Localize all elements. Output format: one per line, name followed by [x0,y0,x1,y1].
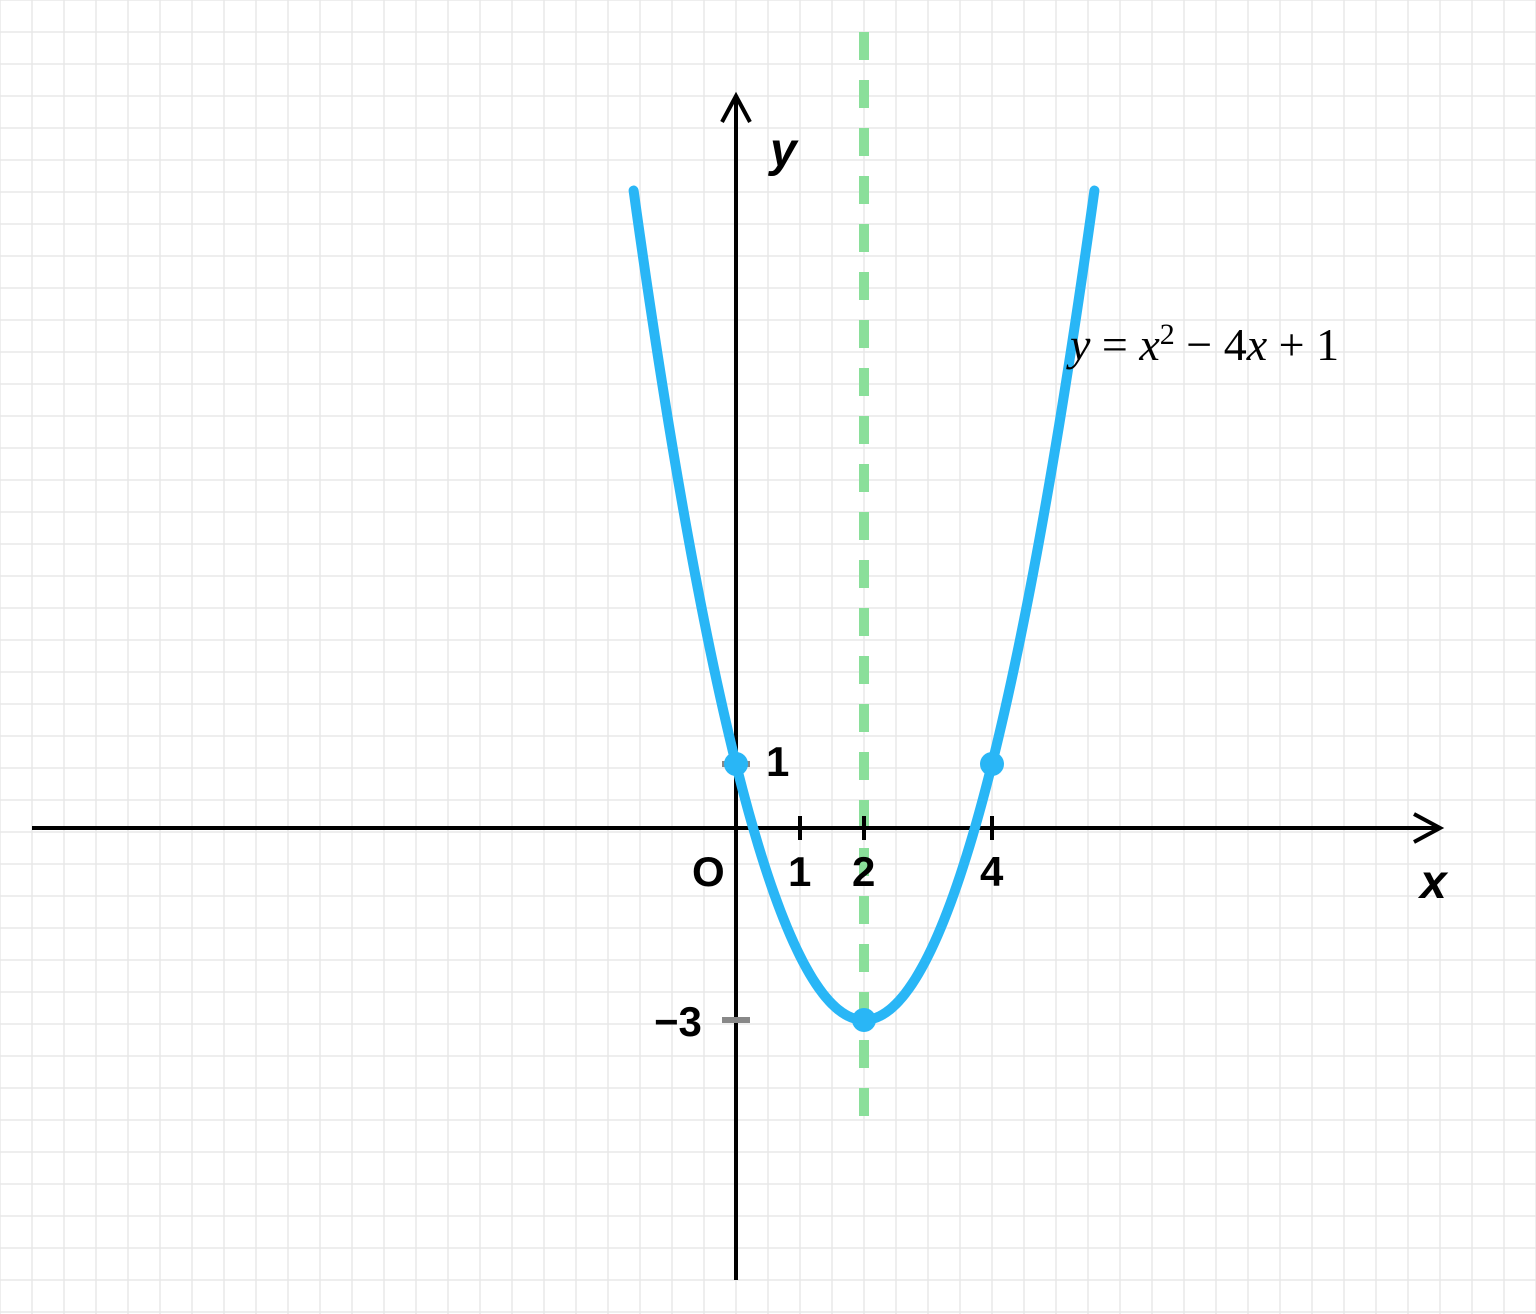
origin-label: O [692,848,725,895]
chart-svg: yxO1241−3y = x2 − 4x + 1 [0,0,1536,1314]
x-tick-label: 4 [980,848,1004,895]
equation-label: y = x2 − 4x + 1 [1066,318,1339,370]
grid-layer [0,0,1536,1314]
y-tick-label-neg3: −3 [654,998,702,1045]
x-tick-label: 1 [788,848,811,895]
parabola-chart: yxO1241−3y = x2 − 4x + 1 [0,0,1536,1314]
x-axis-label: x [1417,856,1449,909]
axes-layer [32,96,1440,1280]
x-tick-label: 2 [852,848,875,895]
y-axis-label: y [768,124,799,177]
labels-layer: yxO1241−3y = x2 − 4x + 1 [654,124,1449,1045]
y-tick-label-1: 1 [766,738,789,785]
